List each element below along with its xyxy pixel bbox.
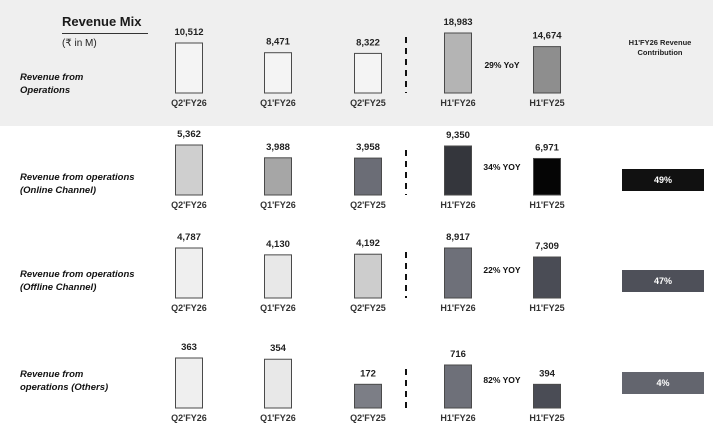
category-label-row3-3: H1'FY26 [440,413,475,423]
yoy-label-row3: 82% YOY [483,375,521,385]
value-label-row0-2: 8,322 [356,37,380,48]
category-label-row2-2: Q2'FY25 [350,303,386,313]
category-label-row0-0: Q2'FY26 [171,98,207,108]
bar-row1-2 [354,157,382,196]
bar-row3-3 [444,364,472,409]
value-label-row3-1: 354 [270,343,287,354]
category-label-row1-0: Q2'FY26 [171,200,207,210]
yoy-label-row1: 34% YOY [483,162,521,172]
bar-row1-1 [264,157,292,196]
value-label-row1-3: 9,350 [446,130,470,141]
value-label-row2-2: 4,192 [356,238,380,249]
bar-row1-0 [175,144,203,196]
bar-row2-0 [175,247,203,299]
value-label-row1-2: 3,958 [356,142,380,153]
category-label-row3-4: H1'FY25 [529,413,564,423]
category-label-row1-2: Q2'FY25 [350,200,386,210]
row-label-others: Revenue from operations (Others) [20,369,109,393]
bar-row2-4 [533,256,561,299]
bar-row0-1 [264,52,292,94]
contribution-badge-others: 4% [622,372,704,394]
bar-row0-0 [175,42,203,94]
value-label-row0-0: 10,512 [174,27,203,38]
bar-row1-3 [444,145,472,196]
yoy-label-row2: 22% YOY [483,265,521,275]
value-label-row2-1: 4,130 [266,239,290,250]
category-label-row2-4: H1'FY25 [529,303,564,313]
category-label-row3-2: Q2'FY25 [350,413,386,423]
contribution-badge-offline: 47% [622,270,704,292]
category-label-row0-2: Q2'FY25 [350,98,386,108]
bar-row1-4 [533,157,561,196]
row-label-operations: Revenue from Operations [20,72,84,96]
value-label-row0-4: 14,674 [532,31,562,42]
bar-row2-1 [264,254,292,299]
category-label-row3-0: Q2'FY26 [171,413,207,423]
bar-row0-3 [444,32,472,94]
row-label-online: Revenue from operations (Online Channel) [20,172,135,196]
category-label-row1-1: Q1'FY26 [260,200,296,210]
category-label-row0-1: Q1'FY26 [260,98,296,108]
category-label-row3-1: Q1'FY26 [260,413,296,423]
bar-row3-1 [264,358,292,409]
bar-row2-3 [444,247,472,299]
unit-label: (₹ in M) [62,38,97,49]
yoy-label-row0: 29% YoY [484,60,519,70]
bar-row3-4 [533,383,561,409]
category-label-row0-3: H1'FY26 [440,98,475,108]
contribution-heading: H1'FY26 Revenue Contribution [628,38,692,57]
contribution-badge-online: 49% [622,169,704,191]
value-label-row3-0: 363 [181,342,197,353]
value-label-row3-3: 716 [450,349,466,360]
bar-row0-2 [354,52,382,94]
value-label-row2-0: 4,787 [177,232,201,243]
value-label-row1-1: 3,988 [266,142,290,153]
category-label-row2-3: H1'FY26 [440,303,475,313]
value-label-row1-0: 5,362 [177,129,201,140]
value-label-row3-2: 172 [360,368,376,379]
category-label-row2-1: Q1'FY26 [260,303,296,313]
value-label-row2-3: 8,917 [446,232,470,243]
value-label-row3-4: 394 [539,368,556,379]
bar-row2-2 [354,253,382,299]
value-label-row0-1: 8,471 [266,37,290,48]
value-label-row2-4: 7,309 [535,241,559,252]
category-label-row1-4: H1'FY25 [529,200,564,210]
category-label-row1-3: H1'FY26 [440,200,475,210]
bar-row3-0 [175,357,203,409]
value-label-row0-3: 18,983 [443,17,472,28]
row-label-offline: Revenue from operations (Offline Channel… [20,269,135,293]
page-title: Revenue Mix [62,14,148,34]
category-label-row2-0: Q2'FY26 [171,303,207,313]
value-label-row1-4: 6,971 [535,142,559,153]
bar-row3-2 [354,383,382,409]
category-label-row0-4: H1'FY25 [529,98,564,108]
bar-row0-4 [533,46,561,94]
